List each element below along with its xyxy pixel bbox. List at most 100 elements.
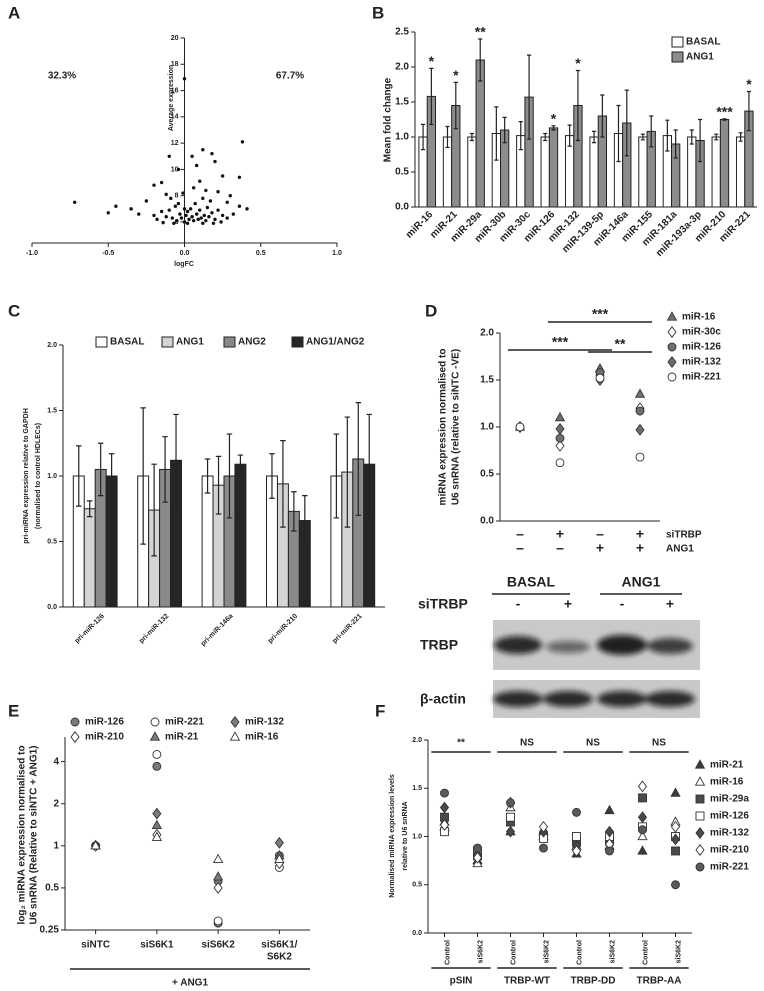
legend-marker xyxy=(230,716,240,728)
point xyxy=(274,836,284,849)
legend-marker xyxy=(695,827,705,839)
panel-letter: B xyxy=(372,3,384,22)
y-tick-label: 2.0 xyxy=(412,737,422,744)
legend-label: miR-221 xyxy=(165,717,204,728)
x-row-value: – xyxy=(556,540,564,556)
x-tick-label: pri-miR-210 xyxy=(267,613,299,645)
point xyxy=(195,163,199,168)
significance: *** xyxy=(592,306,609,322)
y-tick-label: 0.0 xyxy=(395,202,409,213)
error-bar xyxy=(445,125,450,149)
y-axis-label: Average expression xyxy=(168,65,175,131)
point xyxy=(152,761,162,771)
error-bar xyxy=(162,436,168,503)
error-bar xyxy=(173,413,179,507)
point xyxy=(219,220,223,224)
y-tick-label: 0.0 xyxy=(480,516,494,527)
error-bar xyxy=(551,125,556,131)
point xyxy=(604,825,615,838)
x-tick-label: 0.5 xyxy=(256,250,266,257)
point xyxy=(173,204,178,208)
x-tick-label: Control xyxy=(576,940,583,965)
error-bar xyxy=(649,115,654,148)
legend-label: miR-16 xyxy=(682,312,716,323)
error-bar xyxy=(333,433,340,519)
point xyxy=(635,423,645,436)
legend-label: miR-132 xyxy=(710,828,749,839)
significance: NS xyxy=(586,738,600,749)
band xyxy=(493,691,543,707)
x-tick-label: pri-miR-146a xyxy=(200,613,235,648)
blot-row-label: siTRBP xyxy=(418,596,468,612)
x-tick-label: pri-miR-132 xyxy=(138,613,170,645)
bar xyxy=(83,508,96,608)
x-tick-label: siS6K2 xyxy=(201,940,235,951)
point xyxy=(196,217,200,222)
point xyxy=(555,458,565,468)
y-tick-label: 0.5 xyxy=(480,469,494,480)
error-bar xyxy=(344,416,351,528)
band xyxy=(597,691,647,707)
x-row-value: – xyxy=(596,526,604,542)
point xyxy=(635,406,645,416)
bar xyxy=(475,59,485,208)
point xyxy=(207,215,211,219)
x-tick-label: siNTC xyxy=(81,940,110,951)
point xyxy=(193,201,197,206)
y-tick-label: 1.5 xyxy=(412,785,422,792)
point xyxy=(638,793,647,803)
legend-label: miR-21 xyxy=(710,760,744,771)
band xyxy=(546,641,590,653)
point xyxy=(237,175,242,179)
y-tick-label: 0.5 xyxy=(47,538,57,545)
blot-group-label: ANG1 xyxy=(622,574,661,590)
x-tick-label: -1.0 xyxy=(26,250,38,257)
point xyxy=(182,207,187,211)
point xyxy=(167,208,171,212)
y-tick-label: 12 xyxy=(171,140,179,147)
error-bar xyxy=(86,500,93,518)
band xyxy=(645,691,695,707)
point xyxy=(199,216,203,220)
legend-label: miR-16 xyxy=(245,732,279,743)
point xyxy=(506,798,515,808)
point xyxy=(208,199,213,203)
point xyxy=(212,853,224,864)
error-bar xyxy=(722,118,727,121)
point xyxy=(129,207,133,211)
legend-swatch xyxy=(291,336,304,348)
error-bar xyxy=(237,454,244,474)
y-tick-label: 16 xyxy=(171,87,179,94)
point xyxy=(137,212,141,216)
group-label: TRBP-DD xyxy=(571,976,616,987)
error-bar xyxy=(698,118,703,163)
y-tick-label: 1.0 xyxy=(480,422,494,433)
point xyxy=(515,422,525,432)
point xyxy=(506,812,515,822)
error-bar xyxy=(355,402,362,516)
significance: NS xyxy=(652,738,666,749)
point xyxy=(159,180,164,185)
point xyxy=(225,200,229,204)
legend-label: miR-16 xyxy=(710,777,744,788)
point xyxy=(595,373,605,383)
x-tick-label: pri-miR-126 xyxy=(74,613,106,645)
y-tick-label: 2 xyxy=(53,798,59,809)
legend-label: miR-221 xyxy=(682,372,721,383)
y-tick-label: 10 xyxy=(171,166,179,173)
point xyxy=(182,77,187,81)
point xyxy=(170,216,174,220)
y-axis-label: Mean fold change xyxy=(383,77,394,162)
point xyxy=(204,218,208,223)
legend-label: miR-126 xyxy=(710,811,749,822)
x-tick-label: pri-miR-221 xyxy=(331,613,363,645)
group-label: TRBP-AA xyxy=(637,976,682,987)
bar xyxy=(540,136,550,208)
point xyxy=(198,179,202,183)
legend-marker xyxy=(666,311,678,321)
legend-marker xyxy=(70,717,80,727)
point xyxy=(637,845,648,855)
point xyxy=(90,840,101,850)
point xyxy=(181,191,185,195)
blot-group-label: BASAL xyxy=(507,574,556,590)
